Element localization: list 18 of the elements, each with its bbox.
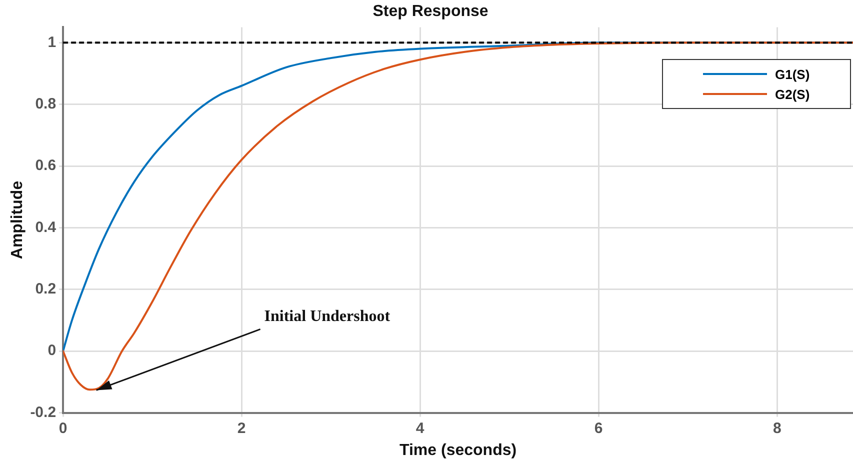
- x-axis-title: Time (seconds): [399, 442, 517, 459]
- x-tick-label: 8: [772, 420, 782, 437]
- y-tick-label: 0: [48, 342, 56, 360]
- y-tick-label: 0.8: [35, 95, 56, 112]
- x-tick-label: 2: [237, 420, 246, 437]
- y-tick-label: 0.4: [35, 218, 57, 236]
- y-tick-label: 1: [48, 34, 56, 51]
- y-tick-label: -0.2: [30, 404, 56, 421]
- y-axis-title: Amplitude: [9, 180, 26, 260]
- annotation: Initial Undershoot: [264, 308, 391, 326]
- x-tick-label: 4: [416, 420, 425, 437]
- x-tick-label: 6: [594, 420, 603, 437]
- y-tick-label: 0.2: [35, 280, 56, 298]
- x-tick-label: 0: [58, 420, 68, 437]
- legend-label: G1(S): [775, 66, 810, 82]
- y-tick-label: 0.6: [35, 157, 56, 174]
- legend-label: G2(S): [775, 86, 810, 102]
- chart-title: Step Response: [372, 3, 488, 20]
